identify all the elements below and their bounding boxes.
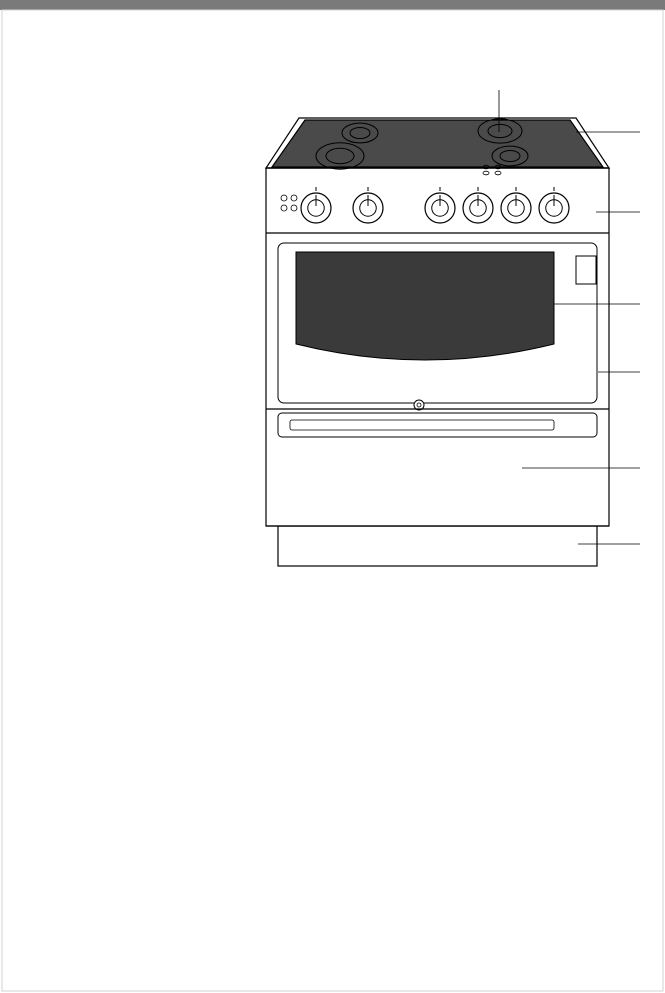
- drawer-handle-bar: [278, 413, 597, 437]
- cooker-diagram: [0, 0, 665, 993]
- cooker-plinth: [278, 526, 597, 566]
- top-strip: [0, 0, 665, 10]
- hob-glass-surface: [272, 120, 603, 167]
- oven-window: [296, 252, 554, 360]
